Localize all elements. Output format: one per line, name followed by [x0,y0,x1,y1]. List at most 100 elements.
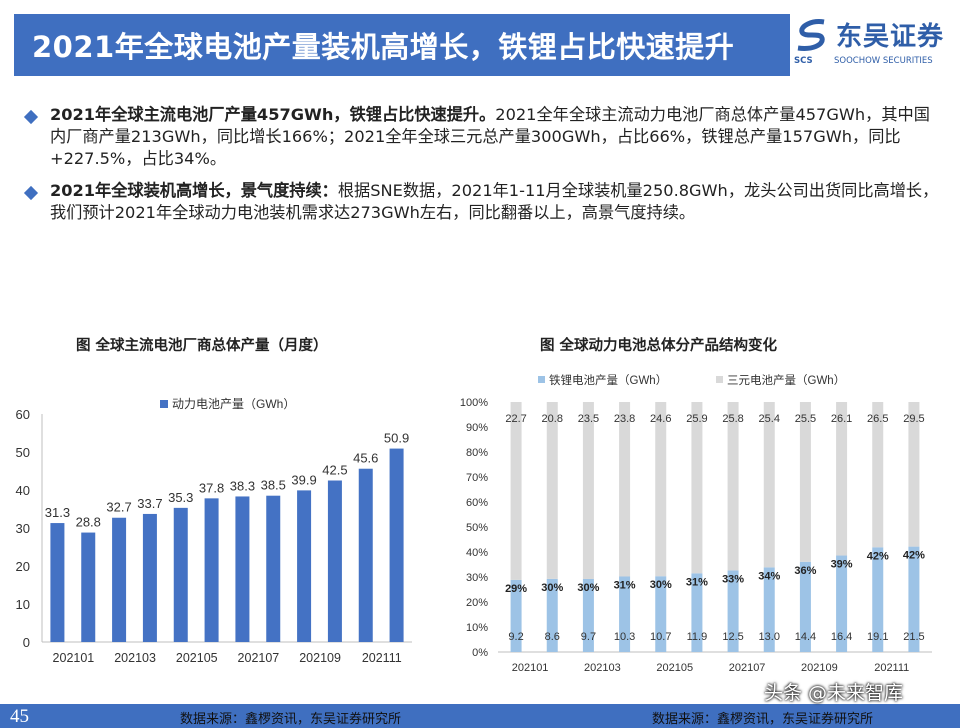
bullet-text: 2021年全球装机高增长，景气度持续：根据SNE数据，2021年1-11月全球装… [50,180,940,224]
x-tick-label: 202111 [874,662,909,674]
x-tick-label: 202111 [362,651,402,665]
bar [389,448,404,642]
lfp-bar [619,576,631,652]
lfp-share-label: 42% [867,550,889,562]
bullet-item: 2021年全球主流电池厂产量457GWh，铁锂占比快速提升。2021全年全球主流… [20,104,940,170]
lfp-share-label: 31% [686,576,708,588]
data-label: 42.5 [322,463,347,478]
bar [173,507,188,642]
bar [297,490,312,642]
y-tick-label: 50% [466,522,488,534]
y-tick-label: 40 [16,483,30,498]
data-label: 28.8 [76,515,101,530]
diamond-bullet-icon [23,109,39,125]
ncm-bar [908,402,920,547]
legend-label: 动力电池产量（GWh） [172,397,295,411]
bullet-body: 根据SNE数据，2021年1-11月全球装机量250.8GWh，龙头公司出货同比… [50,181,939,222]
x-tick-label: 202103 [584,662,621,674]
y-tick-label: 0% [472,647,488,659]
ncm-bar [510,402,522,580]
logo-abbreviation: SCS [794,56,813,66]
bar [266,495,281,642]
y-tick-label: 40% [466,547,488,559]
y-tick-label: 20% [466,597,488,609]
lfp-bar [727,570,739,652]
page-title: 2021年全球电池产量装机高增长，铁锂占比快速提升 [32,30,735,64]
lfp-share-label: 42% [903,550,925,562]
data-label: 32.7 [106,500,131,515]
y-tick-label: 90% [466,422,488,434]
company-logo: 东吴证券 SCS SOOCHOW SECURITIES [794,16,954,78]
bullet-item: 2021年全球装机高增长，景气度持续：根据SNE数据，2021年1-11月全球装… [20,180,940,224]
legend-label: 三元电池产量（GWh） [727,373,845,387]
legend-swatch [716,376,723,383]
lfp-bar [799,561,811,652]
ncm-value-label: 22.7 [505,413,526,425]
ncm-value-label: 29.5 [903,413,924,425]
ncm-value-label: 23.8 [614,413,635,425]
x-tick-label: 202101 [53,651,95,665]
lfp-share-label: 33% [722,573,744,585]
left-chart-source: 数据来源：鑫椤资讯，东吴证券研究所 [180,712,402,727]
x-tick-label: 202105 [656,662,693,674]
lfp-share-label: 30% [577,582,599,594]
legend-swatch [160,400,168,408]
data-label: 33.7 [137,496,162,511]
bar [50,523,65,642]
x-tick-label: 202103 [114,651,156,665]
ncm-bar [546,402,558,579]
lfp-value-label: 12.5 [722,631,743,643]
y-tick-label: 50 [16,445,30,460]
ncm-bar [691,402,703,574]
bar [142,513,157,642]
lfp-bar [836,555,848,652]
bullet-heading: 2021年全球装机高增长，景气度持续： [50,181,338,200]
lfp-bar [582,578,594,652]
ncm-bar [799,402,811,562]
legend-swatch [538,376,545,383]
lfp-share-label: 39% [831,559,853,571]
lfp-value-label: 14.4 [795,631,816,643]
data-label: 38.3 [230,478,255,493]
data-label: 39.9 [291,472,316,487]
ncm-value-label: 25.4 [759,413,780,425]
ncm-bar [836,402,848,556]
lfp-share-label: 31% [614,579,636,591]
monthly-production-chart: 0 10 20 30 40 50 60 31.3 28.8 32.7 33.7 35.3 37.8 38.… [16,397,412,665]
y-tick-label: 10% [466,622,488,634]
bar [112,517,127,642]
y-tick-label: 30 [16,521,30,536]
bar [204,498,219,642]
lfp-value-label: 13.0 [759,631,780,643]
bullet-heading: 2021年全球主流电池厂产量457GWh，铁锂占比快速提升。 [50,105,496,124]
lfp-value-label: 16.4 [831,631,852,643]
y-tick-label: 0 [23,635,30,650]
bullet-text: 2021年全球主流电池厂产量457GWh，铁锂占比快速提升。2021全年全球主流… [50,104,940,170]
bar [327,480,342,642]
footer-bar [0,704,960,728]
watermark: 头条 @未来智库 [764,682,904,704]
logo-mark-icon [797,18,825,51]
lfp-bar [546,578,558,652]
ncm-value-label: 23.5 [578,413,599,425]
lfp-value-label: 19.1 [867,631,888,643]
lfp-share-label: 30% [650,579,672,591]
y-tick-label: 100% [460,397,488,409]
y-tick-label: 30% [466,572,488,584]
lfp-bar [655,576,667,652]
data-label: 50.9 [384,431,409,446]
y-tick-label: 10 [16,597,30,612]
bar [235,496,250,642]
x-tick-label: 202105 [176,651,218,665]
y-tick-label: 70% [466,472,488,484]
ncm-value-label: 25.5 [795,413,816,425]
ncm-bar [582,402,594,579]
ncm-value-label: 25.9 [686,413,707,425]
legend-label: 铁锂电池产量（GWh） [549,373,667,387]
lfp-value-label: 10.3 [614,631,635,643]
data-label: 38.5 [261,478,286,493]
bar [81,532,96,642]
logo-english-name: SOOCHOW SECURITIES [834,56,933,66]
data-label: 45.6 [353,451,378,466]
lfp-value-label: 11.9 [687,631,708,643]
